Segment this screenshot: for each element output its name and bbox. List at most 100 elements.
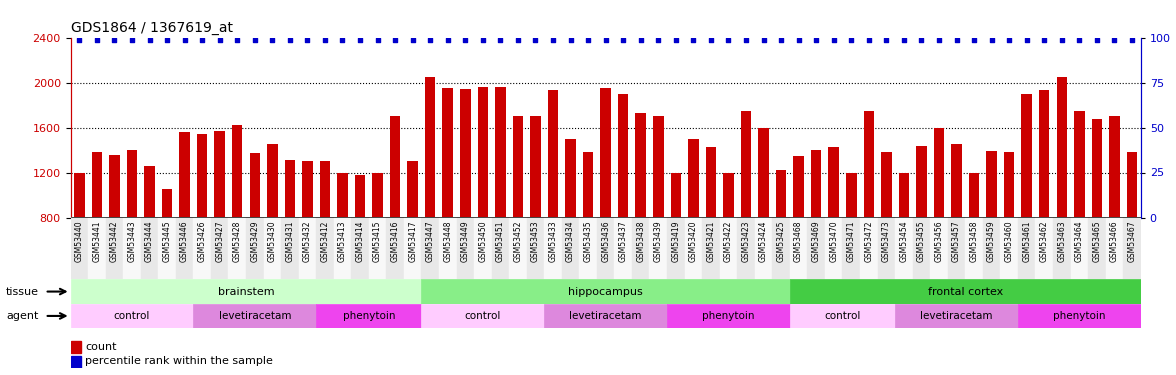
Bar: [390, 116, 400, 218]
Bar: [983, 217, 1001, 279]
Bar: [1056, 77, 1067, 218]
Point: [456, 37, 475, 43]
Point: [947, 37, 965, 43]
Bar: [1035, 217, 1053, 279]
Point: [596, 37, 615, 43]
Bar: [898, 172, 909, 217]
Text: GSM53438: GSM53438: [636, 220, 646, 262]
Point: [579, 37, 597, 43]
Point: [543, 37, 562, 43]
Bar: [562, 217, 580, 279]
Text: GSM53425: GSM53425: [776, 220, 786, 262]
Point: [824, 37, 843, 43]
Text: GSM53455: GSM53455: [917, 220, 926, 262]
Point: [877, 37, 896, 43]
Point: [913, 37, 931, 43]
Text: percentile rank within the sample: percentile rank within the sample: [85, 357, 273, 366]
Bar: [71, 217, 88, 279]
Bar: [649, 217, 667, 279]
Bar: [439, 217, 456, 279]
Bar: [334, 217, 352, 279]
Text: agent: agent: [6, 311, 39, 321]
Bar: [684, 217, 702, 279]
Text: tissue: tissue: [6, 287, 39, 297]
Point: [771, 37, 790, 43]
Text: GDS1864 / 1367619_at: GDS1864 / 1367619_at: [71, 21, 233, 35]
Bar: [1088, 217, 1105, 279]
Bar: [71, 356, 81, 368]
Bar: [1018, 304, 1141, 328]
Bar: [863, 111, 874, 218]
Bar: [548, 90, 559, 218]
Bar: [773, 217, 790, 279]
Bar: [232, 125, 242, 218]
Text: GSM53460: GSM53460: [1004, 220, 1014, 262]
Text: GSM53467: GSM53467: [1128, 220, 1136, 262]
Text: GSM53420: GSM53420: [689, 220, 697, 262]
Bar: [948, 217, 965, 279]
Bar: [145, 166, 155, 218]
Point: [895, 37, 914, 43]
Point: [964, 37, 983, 43]
Bar: [828, 147, 838, 218]
Bar: [969, 172, 980, 217]
Point: [1105, 37, 1124, 43]
Point: [702, 37, 721, 43]
Text: levetiracetam: levetiracetam: [569, 311, 642, 321]
Bar: [1070, 217, 1088, 279]
Bar: [285, 160, 295, 218]
Bar: [1022, 94, 1033, 218]
Text: count: count: [85, 342, 116, 351]
Text: GSM53417: GSM53417: [408, 220, 417, 262]
Text: GSM53430: GSM53430: [268, 220, 276, 262]
Bar: [369, 217, 387, 279]
Point: [667, 37, 686, 43]
Bar: [214, 131, 225, 218]
Bar: [723, 172, 734, 217]
Point: [860, 37, 878, 43]
Text: GSM53429: GSM53429: [250, 220, 259, 262]
Text: GSM53464: GSM53464: [1075, 220, 1084, 262]
Bar: [580, 217, 597, 279]
Text: levetiracetam: levetiracetam: [921, 311, 993, 321]
Bar: [456, 217, 474, 279]
Bar: [460, 89, 470, 218]
Bar: [759, 128, 769, 218]
Point: [1017, 37, 1036, 43]
Bar: [106, 217, 123, 279]
Bar: [1004, 152, 1015, 217]
Bar: [88, 217, 106, 279]
Text: control: control: [114, 311, 151, 321]
Point: [263, 37, 282, 43]
Point: [526, 37, 544, 43]
Text: GSM53452: GSM53452: [514, 220, 522, 262]
Point: [228, 37, 247, 43]
Text: GSM53447: GSM53447: [426, 220, 435, 262]
Text: brainstem: brainstem: [218, 286, 274, 297]
Point: [193, 37, 212, 43]
Point: [754, 37, 773, 43]
Bar: [808, 217, 824, 279]
Text: GSM53457: GSM53457: [953, 220, 961, 262]
Text: GSM53440: GSM53440: [75, 220, 83, 262]
Text: GSM53473: GSM53473: [882, 220, 891, 262]
Text: GSM53461: GSM53461: [1022, 220, 1031, 262]
Bar: [601, 88, 610, 218]
Bar: [338, 172, 348, 217]
Bar: [477, 87, 488, 218]
Bar: [881, 152, 891, 217]
Text: GSM53422: GSM53422: [724, 220, 733, 262]
Point: [175, 37, 194, 43]
Text: GSM53412: GSM53412: [320, 220, 329, 262]
Point: [684, 37, 703, 43]
Text: phenytoin: phenytoin: [1053, 311, 1105, 321]
Text: control: control: [824, 311, 861, 321]
Text: GSM53437: GSM53437: [619, 220, 628, 262]
Bar: [421, 304, 544, 328]
Text: GSM53465: GSM53465: [1093, 220, 1102, 262]
Bar: [92, 152, 102, 217]
Point: [350, 37, 369, 43]
Point: [122, 37, 141, 43]
Bar: [895, 304, 1018, 328]
Point: [368, 37, 387, 43]
